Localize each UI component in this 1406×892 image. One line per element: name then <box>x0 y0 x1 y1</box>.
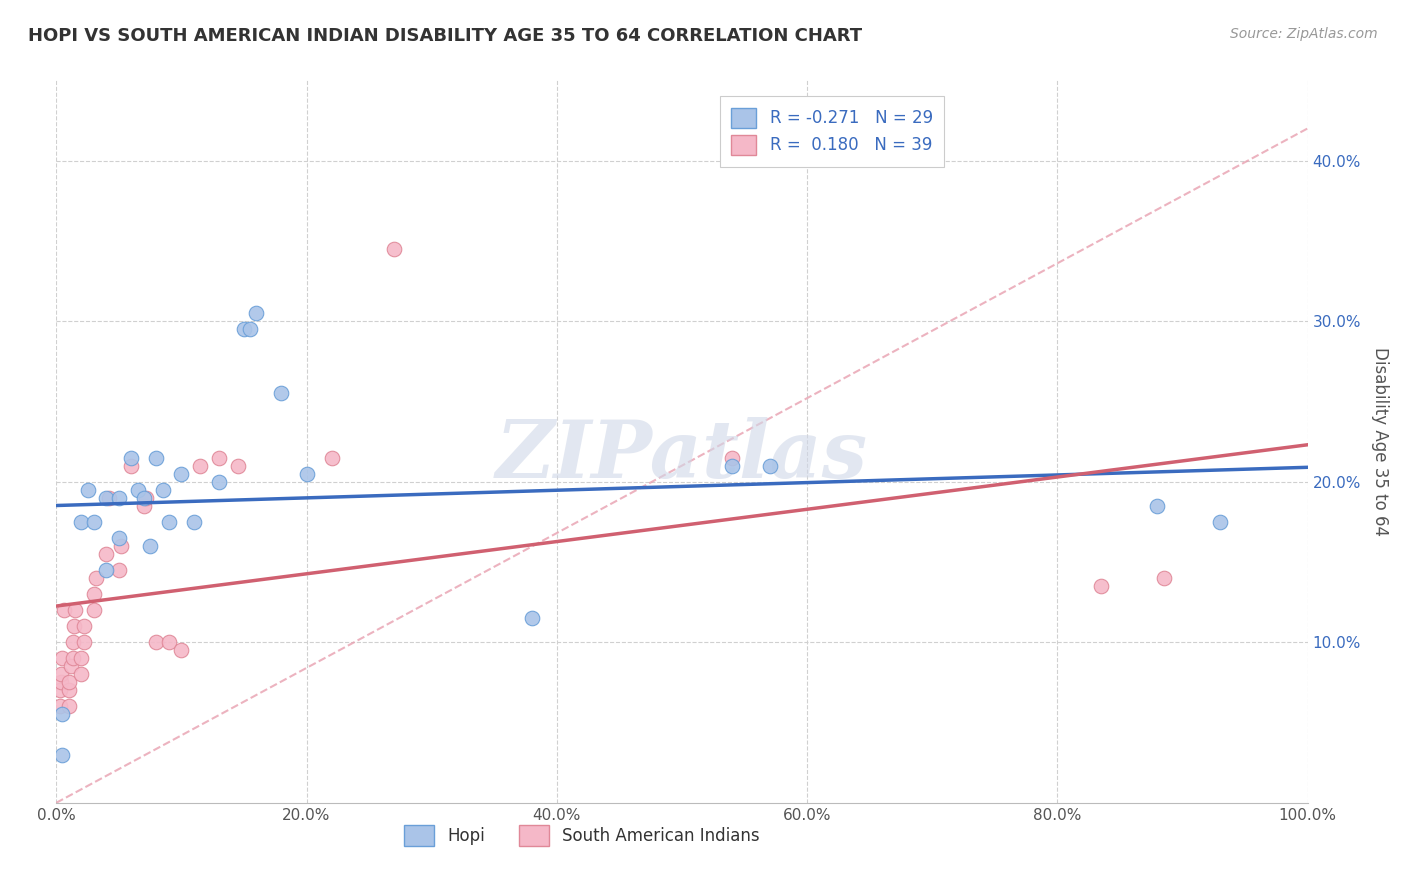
Point <box>97 491 120 505</box>
Point <box>51 667 73 681</box>
Point <box>108 491 131 505</box>
Point <box>139 539 162 553</box>
Point <box>63 603 86 617</box>
Point <box>157 515 180 529</box>
Point <box>108 563 131 577</box>
Point <box>1209 515 1232 529</box>
Point <box>58 683 80 698</box>
Point <box>120 458 142 473</box>
Point <box>721 450 744 465</box>
Point <box>83 515 105 529</box>
Point <box>58 675 80 690</box>
Point <box>83 587 105 601</box>
Point <box>62 619 84 633</box>
Point <box>62 635 84 649</box>
Point <box>120 450 142 465</box>
Point <box>1146 499 1168 513</box>
Point <box>382 242 405 256</box>
Point <box>51 747 73 762</box>
Point <box>245 306 267 320</box>
Point <box>49 699 72 714</box>
Y-axis label: Disability Age 35 to 64: Disability Age 35 to 64 <box>1371 347 1389 536</box>
Point <box>110 539 132 553</box>
Text: Source: ZipAtlas.com: Source: ZipAtlas.com <box>1230 27 1378 41</box>
Point <box>132 491 155 505</box>
Point <box>170 643 193 657</box>
Text: ZIPatlas: ZIPatlas <box>496 417 868 495</box>
Point <box>51 675 73 690</box>
Point <box>70 515 93 529</box>
Point <box>239 322 262 336</box>
Point <box>152 483 174 497</box>
Point <box>108 531 131 545</box>
Point <box>183 515 205 529</box>
Point <box>208 475 231 489</box>
Point <box>127 483 149 497</box>
Point <box>83 603 105 617</box>
Point <box>135 491 157 505</box>
Point <box>84 571 107 585</box>
Point <box>226 458 249 473</box>
Point <box>157 635 180 649</box>
Point <box>321 450 343 465</box>
Point <box>96 563 118 577</box>
Point <box>758 458 780 473</box>
Text: HOPI VS SOUTH AMERICAN INDIAN DISABILITY AGE 35 TO 64 CORRELATION CHART: HOPI VS SOUTH AMERICAN INDIAN DISABILITY… <box>28 27 862 45</box>
Point <box>721 458 744 473</box>
Point <box>170 467 193 481</box>
Point <box>76 483 98 497</box>
Point <box>70 651 93 665</box>
Point <box>73 635 96 649</box>
Point <box>1153 571 1175 585</box>
Legend: Hopi, South American Indians: Hopi, South American Indians <box>398 819 766 852</box>
Point <box>96 547 118 561</box>
Point <box>208 450 231 465</box>
Point <box>520 611 543 625</box>
Point <box>145 450 167 465</box>
Point <box>73 619 96 633</box>
Point <box>62 651 84 665</box>
Point <box>145 635 167 649</box>
Point <box>233 322 256 336</box>
Point <box>52 603 75 617</box>
Point <box>51 651 73 665</box>
Point <box>96 491 118 505</box>
Point <box>60 659 83 673</box>
Point <box>270 386 292 401</box>
Point <box>58 699 80 714</box>
Point <box>70 667 93 681</box>
Point <box>51 707 73 722</box>
Point <box>49 683 72 698</box>
Point <box>1090 579 1112 593</box>
Point <box>132 499 155 513</box>
Point <box>188 458 211 473</box>
Point <box>295 467 318 481</box>
